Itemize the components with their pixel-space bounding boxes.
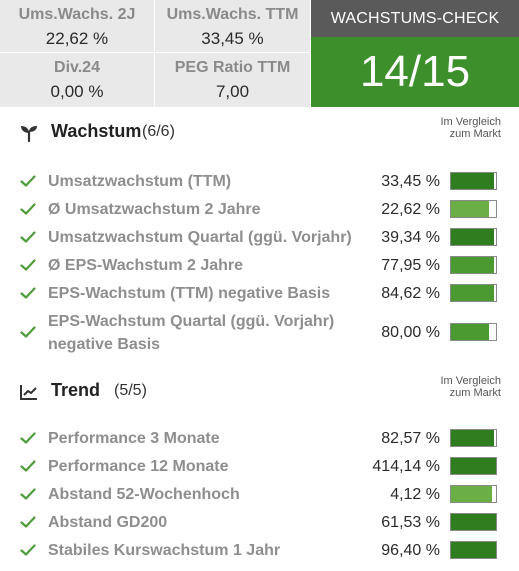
section-count: (5/5) xyxy=(114,382,147,399)
metric-name: Ø Umsatzwachstum 2 Jahre xyxy=(48,201,261,218)
growth-check-score: 14/15 xyxy=(311,37,519,107)
metric-value: 82,57 % xyxy=(381,430,440,447)
market-comparison-bar xyxy=(450,541,497,559)
metric-value: 77,95 % xyxy=(381,257,440,274)
kpi-label: Ums.Wachs. 2J xyxy=(18,6,136,23)
bar-fill xyxy=(451,458,496,474)
compare-line-2: zum Markt xyxy=(449,387,501,399)
metric-value: 414,14 % xyxy=(372,458,440,475)
market-comparison-bar xyxy=(450,485,497,503)
metric-name: Stabiles Kurswachstum 1 Jahr xyxy=(48,542,281,559)
kpi-label: Ums.Wachs. TTM xyxy=(166,6,299,23)
check-icon xyxy=(20,432,36,444)
kpi-revenue-growth-ttm: Ums.Wachs. TTM 33,45 % xyxy=(155,0,310,53)
bar-fill xyxy=(451,542,496,558)
market-comparison-bar xyxy=(450,228,497,246)
metric-name: Performance 3 Monate xyxy=(48,430,220,447)
bar-fill xyxy=(451,173,494,189)
metric-value: 39,34 % xyxy=(381,229,440,246)
market-comparison-bar xyxy=(450,429,497,447)
section-count: (6/6) xyxy=(142,123,175,140)
kpi-value: 7,00 xyxy=(215,82,250,101)
check-icon xyxy=(20,488,36,500)
bar-fill xyxy=(451,257,494,273)
metric-name: Ø EPS-Wachstum 2 Jahre xyxy=(48,257,244,274)
metric-name: EPS-Wachstum Quartal (ggü. Vorjahr) nega… xyxy=(48,313,335,353)
metric-name: Abstand GD200 xyxy=(48,514,168,531)
compare-to-market-label: Im Vergleich zum Markt xyxy=(411,375,501,399)
section-title: Wachstum xyxy=(51,121,142,141)
kpi-label: PEG Ratio TTM xyxy=(174,59,291,76)
compare-line-1: Im Vergleich xyxy=(440,116,501,128)
market-comparison-bar xyxy=(450,172,497,190)
market-comparison-bar xyxy=(450,200,497,218)
kpi-value: 22,62 % xyxy=(45,29,109,48)
kpi-peg-ratio: PEG Ratio TTM 7,00 xyxy=(155,53,310,107)
metric-value: 96,40 % xyxy=(381,542,440,559)
metric-value: 61,53 % xyxy=(381,514,440,531)
bar-fill xyxy=(451,285,494,301)
metric-value: 4,12 % xyxy=(390,486,440,503)
metric-name: Umsatzwachstum Quartal (ggü. Vorjahr) xyxy=(48,229,352,246)
growth-check-title: WACHSTUMS-CHECK xyxy=(311,0,519,37)
compare-line-2: zum Markt xyxy=(449,128,501,140)
summary-header: Ums.Wachs. 2J 22,62 % Ums.Wachs. TTM 33,… xyxy=(0,0,519,107)
market-comparison-bar xyxy=(450,284,497,302)
metric-value: 80,00 % xyxy=(381,324,440,341)
bar-fill xyxy=(451,514,496,530)
metric-value: 22,62 % xyxy=(381,201,440,218)
bar-fill xyxy=(451,324,490,340)
kpi-revenue-growth-2y: Ums.Wachs. 2J 22,62 % xyxy=(0,0,155,53)
check-icon xyxy=(20,287,36,299)
market-comparison-bar xyxy=(450,457,497,475)
bar-fill xyxy=(451,430,494,446)
bar-fill xyxy=(451,229,494,245)
check-icon xyxy=(20,460,36,472)
market-comparison-bar xyxy=(450,513,497,531)
metric-name: Umsatzwachstum (TTM) xyxy=(48,173,232,190)
compare-line-1: Im Vergleich xyxy=(440,375,501,387)
check-icon xyxy=(20,259,36,271)
check-icon xyxy=(20,231,36,243)
metric-name: Performance 12 Monate xyxy=(48,458,229,475)
metric-name: EPS-Wachstum (TTM) negative Basis xyxy=(48,285,331,302)
sprout-icon xyxy=(21,126,37,143)
kpi-label: Div.24 xyxy=(54,59,100,76)
check-icon xyxy=(20,326,36,338)
section-title: Trend xyxy=(51,380,101,400)
check-icon xyxy=(20,203,36,215)
kpi-dividend: Div.24 0,00 % xyxy=(0,53,155,107)
market-comparison-bar xyxy=(450,323,497,341)
kpi-value: 0,00 % xyxy=(50,82,104,101)
trend-chart-icon xyxy=(20,385,37,400)
compare-to-market-label: Im Vergleich zum Markt xyxy=(411,116,501,140)
metric-value: 84,62 % xyxy=(381,285,440,302)
check-icon xyxy=(20,175,36,187)
bar-fill xyxy=(451,486,492,502)
check-icon xyxy=(20,516,36,528)
bar-fill xyxy=(451,201,490,217)
metric-value: 33,45 % xyxy=(381,173,440,190)
section-header-trend: Trend (5/5) Im Vergleich zum Markt xyxy=(0,372,519,412)
check-icon xyxy=(20,544,36,556)
kpi-value: 33,45 % xyxy=(201,29,264,48)
market-comparison-bar xyxy=(450,256,497,274)
metric-name: Abstand 52-Wochenhoch xyxy=(48,486,240,503)
section-header-growth: Wachstum (6/6) Im Vergleich zum Markt xyxy=(0,113,519,153)
